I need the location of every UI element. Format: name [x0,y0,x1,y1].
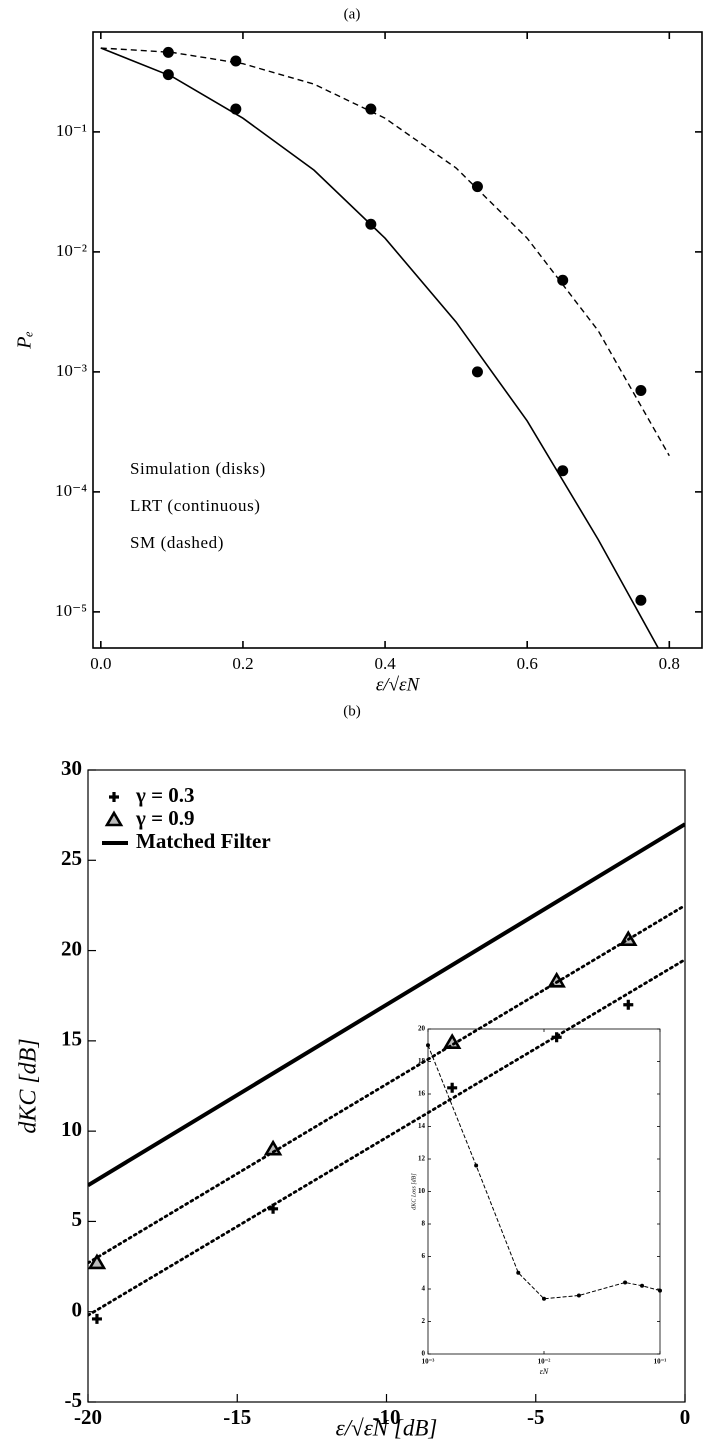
y-axis-label: Pₑ [14,331,36,349]
x-axis-label: ε/√εN [dB] [336,1415,438,1440]
annotation: Simulation (disks) [130,459,266,478]
y-tick-label: 20 [61,936,82,960]
legend-label: γ = 0.3 [135,783,195,807]
y-tick-label: 10⁻⁵ [55,601,87,620]
x-tick-label: 0.2 [232,654,253,673]
y-tick-label: 0 [422,1350,426,1358]
data-point [542,1296,546,1301]
series-line [88,904,685,1265]
y-tick-label: 10⁻⁴ [55,481,87,500]
data-point [557,465,569,477]
x-tick-label: 10⁻¹ [654,1358,667,1366]
y-tick-label: 5 [72,1207,83,1231]
y-tick-label: 20 [418,1025,426,1033]
data-point [230,55,242,67]
data-point [230,103,242,115]
data-point [365,103,377,115]
x-tick-label: -10 [373,1405,401,1429]
series-line [88,822,685,1188]
y-tick-label: 10 [418,1187,426,1195]
x-tick-label: 10⁻² [538,1358,551,1366]
series-line [100,47,660,648]
y-tick-label: 15 [61,1027,82,1051]
data-point [442,1033,462,1049]
x-tick-label: 0.8 [659,654,680,673]
plot-frame [87,769,686,1403]
legend-label: Matched Filter [136,829,271,853]
y-tick-label: 30 [61,756,82,780]
y-tick-label: 6 [422,1252,426,1260]
x-tick-label: -15 [223,1405,251,1429]
data-point [576,1293,581,1298]
x-tick-label: 0.0 [90,654,111,673]
panel-title: (a) [344,6,361,22]
data-point [635,384,647,396]
data-point [471,181,483,193]
data-point [640,1283,645,1288]
y-tick-label: 10 [61,1117,82,1141]
data-point [474,1163,479,1168]
y-tick-label: 25 [61,846,82,870]
x-axis-label: ε/√εN [376,674,421,695]
y-tick-label: 10⁻³ [56,361,87,380]
y-tick-label: 16 [418,1090,426,1098]
x-tick-label: -5 [527,1405,545,1429]
annotation: LRT (continuous) [130,496,261,515]
data-point [623,999,634,1010]
y-tick-label: 10⁻² [56,241,87,260]
data-point [365,218,377,230]
legend-label: γ = 0.9 [135,806,195,830]
data-point [426,1043,430,1048]
y-tick-label: 14 [418,1122,426,1130]
x-axis-label: εN [540,1367,549,1376]
panel: 0.0 0.2 0.4 0.6 0.8 10⁻⁵ 10⁻⁴ 10⁻³ 10⁻² 10⁻¹ (a) ε/… [14,6,703,695]
x-tick-label: -20 [74,1405,102,1429]
series-line [100,47,670,457]
data-point [557,274,569,286]
data-point [516,1270,521,1275]
x-tick-label: 0.6 [517,654,538,673]
data-point [162,69,174,81]
y-tick-label: 0 [72,1298,83,1322]
y-tick-label: 18 [418,1057,426,1065]
series-line [88,958,685,1317]
y-tick-label: -5 [65,1388,83,1412]
data-point [658,1288,662,1293]
data-point [623,1280,628,1285]
y-tick-label: 12 [418,1155,426,1163]
y-tick-label: 4 [422,1285,426,1293]
panel-title: (b) [343,703,361,719]
legend-marker [109,792,119,802]
x-tick-label: 0 [680,1405,691,1429]
plot-frame [92,31,703,649]
y-tick-label: 2 [422,1317,426,1325]
panel: 10⁻³ 10⁻² 10⁻¹ 0 2 4 6 8 10 12 14 16 18 20 εN dKC Loss … [411,1025,666,1376]
data-point [635,594,647,606]
x-tick-label: 0.4 [374,654,396,673]
y-tick-label: 8 [422,1220,426,1228]
plot-frame [427,1028,661,1355]
y-axis-label: dKC Loss [dB] [411,1173,417,1210]
annotation: SM (dashed) [130,533,224,552]
data-point [162,46,174,58]
y-tick-label: 10⁻¹ [56,121,87,140]
data-point [87,1253,107,1270]
x-tick-label: 10⁻³ [422,1358,435,1366]
data-point [91,1313,102,1324]
series-line [428,1045,660,1300]
data-point [447,1082,458,1093]
legend-marker [104,810,124,827]
data-point [263,1139,283,1156]
y-axis-label: dKC [dB] [16,1038,42,1133]
data-point [471,366,483,378]
